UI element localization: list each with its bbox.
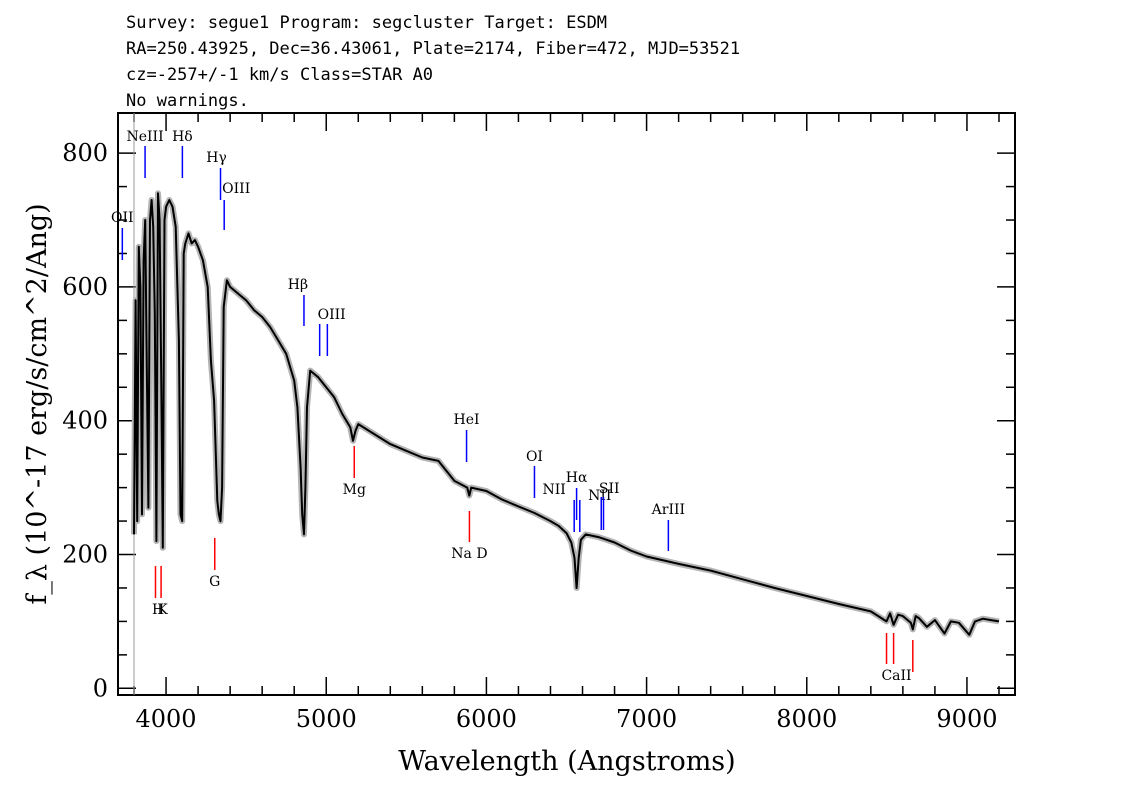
header-line-redshift: cz=-257+/-1 km/s Class=STAR A0 (126, 65, 433, 85)
emission-line-label: NII (588, 488, 611, 504)
x-tick-label: 8000 (776, 705, 837, 733)
x-tick-label: 9000 (936, 705, 997, 733)
absorption-line-label: Mg (343, 482, 366, 498)
absorption-line-label: CaII (881, 668, 911, 684)
x-axis-title: Wavelength (Angstroms) (398, 746, 735, 777)
y-tick-label: 800 (62, 139, 108, 167)
header-line-coords: RA=250.43925, Dec=36.43061, Plate=2174, … (126, 39, 740, 59)
x-tick-label: 4000 (136, 705, 197, 733)
x-tick-label: 6000 (456, 705, 517, 733)
y-tick-label: 600 (62, 273, 108, 301)
emission-line-label: Hβ (288, 277, 308, 293)
emission-line-label: Hα (566, 470, 588, 486)
x-tick-label: 7000 (616, 705, 677, 733)
emission-line-label: OI (526, 449, 543, 465)
header-line-survey: Survey: segue1 Program: segcluster Targe… (126, 13, 607, 33)
emission-line-label: SII (593, 479, 614, 495)
error-band (131, 190, 1000, 638)
emission-line-label: Hγ (206, 150, 227, 166)
header-line-warnings: No warnings. (126, 91, 249, 111)
absorption-line-label: CaII (898, 676, 928, 692)
y-axis-title: f_λ (10^-17 erg/s/cm^2/Ang) (22, 203, 53, 604)
absorption-line-label: G (209, 574, 220, 590)
emission-line-label: ArIII (651, 502, 685, 518)
emission-line-label: OIII (318, 307, 346, 323)
emission-line-label: NII (543, 482, 566, 498)
y-tick-label: 200 (62, 541, 108, 569)
y-tick-label: 0 (93, 674, 108, 702)
emission-line-label: NeIII (126, 129, 163, 145)
emission-line-label: SII (599, 481, 620, 497)
spectrum-line (133, 192, 1000, 636)
y-tick-label: 400 (62, 407, 108, 435)
x-tick-label: 5000 (296, 705, 357, 733)
emission-line-label: OIII (222, 181, 250, 197)
absorption-line-label: H (152, 602, 164, 618)
emission-line-label: OII (111, 210, 134, 226)
emission-line-label: HeI (454, 412, 480, 428)
emission-line-label: OIII (313, 306, 341, 322)
plot-frame (117, 112, 1016, 696)
tick-labels: 4000 5000 6000 7000 8000 9000 0 200 400 600 800 (62, 139, 997, 733)
emission-line-label: Hδ (172, 129, 193, 145)
absorption-line-label: Na D (451, 546, 487, 562)
axis-ticks (118, 113, 1015, 695)
absorption-line-label: K (157, 602, 168, 618)
